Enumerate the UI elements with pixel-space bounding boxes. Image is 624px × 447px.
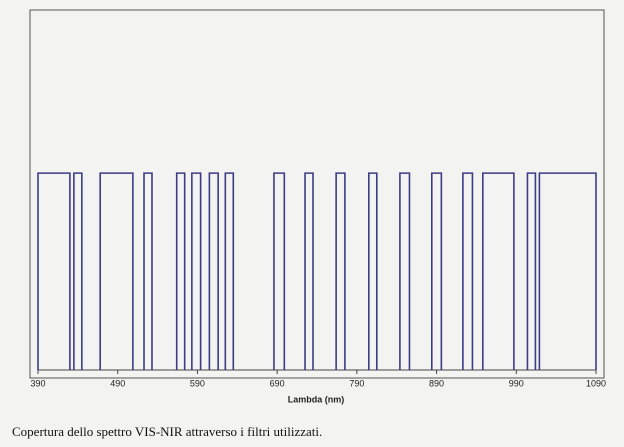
- filter-band: [335, 172, 346, 370]
- x-tick-label: 490: [110, 378, 125, 388]
- filter-band: [175, 172, 186, 370]
- x-tick-label: 1090: [586, 378, 606, 388]
- chart-frame: [29, 9, 605, 379]
- caption: Copertura dello spettro VIS-NIR attraver…: [12, 424, 322, 439]
- filter-band: [526, 172, 537, 370]
- x-tick-label: 390: [30, 378, 45, 388]
- x-tick-label: 790: [349, 378, 364, 388]
- x-axis-title: Lambda (nm): [288, 394, 345, 404]
- filter-band: [37, 172, 71, 370]
- filter-band: [73, 172, 83, 370]
- filter-band: [208, 172, 219, 370]
- filter-band: [273, 172, 286, 370]
- filter-band: [99, 172, 134, 370]
- filter-band: [304, 172, 314, 370]
- filter-band: [462, 172, 474, 370]
- x-tick-label: 990: [509, 378, 524, 388]
- filter-band: [368, 172, 378, 370]
- filter-band: [482, 172, 515, 370]
- x-tick-label: 590: [190, 378, 205, 388]
- x-tick-label: 890: [429, 378, 444, 388]
- filter-band: [191, 172, 202, 370]
- filter-band: [538, 172, 597, 370]
- filter-band: [143, 172, 153, 370]
- filter-band: [399, 172, 411, 370]
- filter-band: [430, 172, 443, 370]
- filter-band: [224, 172, 235, 370]
- x-tick-label: 690: [270, 378, 285, 388]
